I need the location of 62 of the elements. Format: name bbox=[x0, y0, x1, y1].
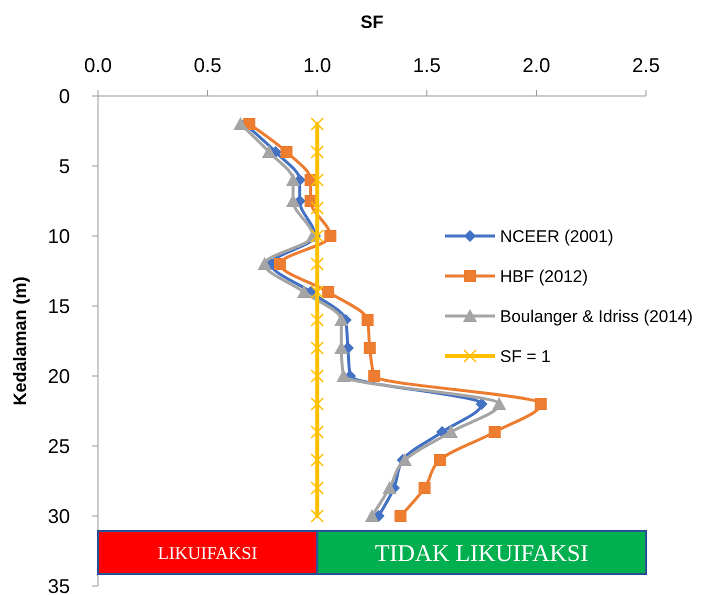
legend-label: HBF (2012) bbox=[500, 266, 588, 286]
x-tick-label: 1.5 bbox=[412, 55, 441, 77]
x-tick-label: 0.0 bbox=[84, 55, 112, 77]
annotation: LIKUIFAKSI bbox=[158, 542, 258, 563]
x-tick-label: 1.0 bbox=[303, 55, 332, 77]
point bbox=[434, 454, 446, 466]
point bbox=[368, 370, 380, 382]
legend-label: NCEER (2001) bbox=[500, 226, 614, 246]
point bbox=[310, 173, 324, 187]
point bbox=[310, 369, 324, 383]
point bbox=[336, 369, 351, 382]
point bbox=[310, 341, 324, 355]
point bbox=[488, 426, 501, 438]
point bbox=[418, 482, 431, 494]
point bbox=[310, 285, 324, 299]
x-axis-title: SF bbox=[360, 12, 384, 32]
point bbox=[310, 509, 324, 523]
point bbox=[310, 145, 324, 159]
point bbox=[310, 453, 324, 467]
point bbox=[310, 229, 324, 243]
y-axis-title: Kedalaman (m) bbox=[10, 276, 30, 406]
point bbox=[280, 146, 293, 158]
x-tick-label: 2.5 bbox=[632, 55, 660, 77]
y-tick-label: 30 bbox=[48, 506, 70, 528]
point bbox=[334, 313, 348, 326]
point bbox=[310, 481, 324, 495]
y-tick-label: 5 bbox=[58, 156, 70, 178]
point bbox=[310, 313, 324, 327]
y-tick-label: 0 bbox=[58, 86, 70, 108]
point bbox=[310, 257, 324, 271]
point bbox=[364, 342, 376, 354]
point bbox=[444, 425, 458, 438]
point bbox=[324, 230, 336, 242]
annotation: TIDAK LIKUIFAKSI bbox=[374, 540, 588, 567]
point bbox=[310, 397, 324, 411]
point bbox=[258, 257, 272, 270]
point bbox=[398, 453, 412, 466]
point bbox=[233, 117, 248, 130]
point bbox=[262, 145, 276, 158]
point bbox=[286, 173, 300, 186]
y-tick-label: 35 bbox=[48, 576, 70, 595]
point bbox=[310, 425, 324, 439]
y-tick-label: 15 bbox=[48, 296, 70, 318]
point bbox=[382, 481, 397, 494]
point bbox=[365, 509, 379, 522]
point bbox=[476, 398, 488, 410]
point bbox=[297, 285, 312, 298]
y-tick-label: 20 bbox=[48, 366, 70, 388]
point bbox=[362, 314, 374, 326]
point bbox=[492, 397, 506, 410]
point bbox=[394, 510, 406, 522]
point bbox=[310, 117, 324, 131]
legend-label: SF = 1 bbox=[500, 346, 551, 366]
x-tick-label: 2.0 bbox=[522, 55, 550, 77]
y-tick-label: 10 bbox=[48, 226, 70, 248]
x-tick-label: 0.5 bbox=[194, 55, 222, 77]
point bbox=[534, 398, 547, 410]
point bbox=[310, 201, 324, 215]
y-tick-label: 25 bbox=[48, 436, 70, 458]
point bbox=[274, 258, 286, 270]
legend-label: Boulanger & Idriss (2014) bbox=[500, 306, 693, 326]
point bbox=[322, 286, 334, 298]
